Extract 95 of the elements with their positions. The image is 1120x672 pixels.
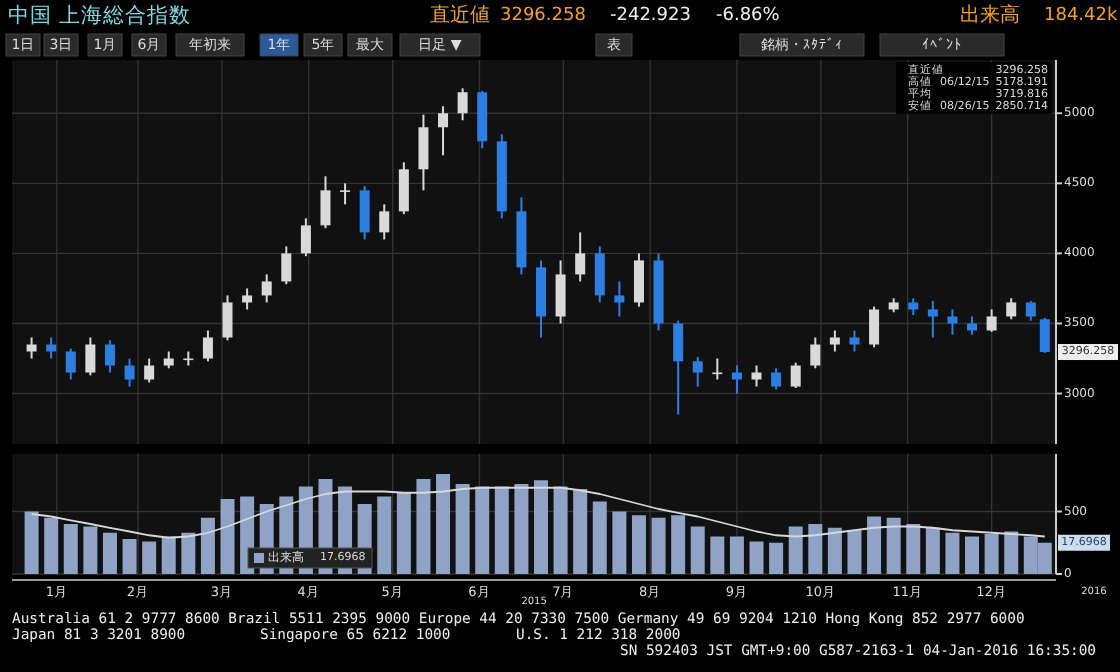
candlestick (829, 329, 840, 353)
candlestick (438, 105, 449, 157)
bar (984, 534, 999, 574)
candlestick (379, 203, 390, 241)
bar (436, 474, 451, 574)
candlestick (418, 113, 429, 192)
bar (475, 486, 490, 574)
bar (534, 480, 548, 574)
bar (592, 501, 607, 574)
candlestick (65, 347, 76, 381)
text: 直近値 (430, 3, 490, 27)
bar (573, 489, 588, 574)
bar (514, 484, 529, 574)
candlestick (633, 252, 644, 308)
candlestick (398, 161, 409, 216)
bar (965, 536, 980, 574)
candlestick (124, 357, 135, 388)
bar (886, 517, 901, 574)
bar (847, 530, 862, 574)
line-series (30, 486, 1046, 539)
candlestick (869, 305, 880, 349)
bar (220, 499, 235, 574)
candlestick (790, 361, 801, 389)
bar (494, 486, 509, 574)
bar (631, 515, 646, 574)
bar (906, 524, 921, 574)
candlestick (673, 319, 684, 416)
candlestick (1025, 300, 1036, 322)
candlestick (810, 336, 821, 370)
text: 3296.258 (500, 6, 587, 26)
bar (945, 532, 960, 574)
bar (749, 541, 764, 574)
candlestick (614, 280, 625, 318)
bar (612, 511, 627, 574)
bar (1004, 531, 1019, 574)
bar (142, 541, 157, 574)
bar (690, 526, 705, 574)
candlestick (359, 185, 370, 241)
candlestick (202, 329, 213, 363)
candlestick (771, 367, 782, 391)
bar (808, 524, 823, 574)
candlestick (967, 315, 978, 336)
candlestick (751, 364, 762, 388)
candlestick (692, 356, 703, 388)
bar (925, 527, 940, 574)
candlestick (1006, 297, 1017, 321)
text: 184.42k (1044, 6, 1119, 26)
candlestick (144, 357, 155, 384)
candlestick (300, 217, 311, 258)
bar (651, 517, 666, 574)
bar (553, 486, 568, 574)
candlestick (46, 336, 57, 360)
bar (161, 536, 176, 574)
bar (396, 492, 411, 574)
bar (377, 496, 392, 574)
candlestick (1039, 316, 1050, 354)
bar (200, 517, 215, 574)
chart-title: 中国 上海総合指数 (8, 2, 191, 28)
candlestick (85, 336, 96, 377)
candlestick (986, 308, 997, 333)
bar (44, 517, 59, 574)
candlestick (104, 339, 115, 374)
bar (710, 536, 725, 574)
bar (788, 526, 803, 574)
bar (83, 526, 98, 574)
text: -6.86% (716, 6, 781, 26)
candlestick (594, 245, 605, 304)
candlestick (26, 336, 37, 360)
candlestick (947, 308, 958, 336)
bar (181, 532, 196, 574)
candlestick (242, 287, 253, 311)
bar (416, 479, 431, 574)
bar (24, 511, 39, 574)
candlestick (927, 300, 938, 339)
candlestick (849, 329, 860, 353)
bar (827, 527, 842, 574)
candlestick (222, 294, 233, 342)
text: -242.923 (610, 6, 691, 26)
bar (455, 484, 470, 574)
candlestick (555, 259, 566, 325)
candlestick (340, 182, 351, 206)
bar (63, 524, 78, 574)
bar (769, 542, 784, 574)
bar (729, 536, 744, 574)
bar (102, 532, 117, 574)
bar (671, 515, 686, 574)
bar (122, 539, 137, 574)
candlestick (281, 245, 292, 286)
candlestick (457, 87, 468, 122)
candlestick (575, 231, 586, 283)
candlestick (731, 364, 742, 395)
candlestick (261, 273, 272, 304)
bar (867, 516, 882, 574)
text: 出来高 (960, 3, 1020, 27)
candlestick (320, 175, 331, 230)
